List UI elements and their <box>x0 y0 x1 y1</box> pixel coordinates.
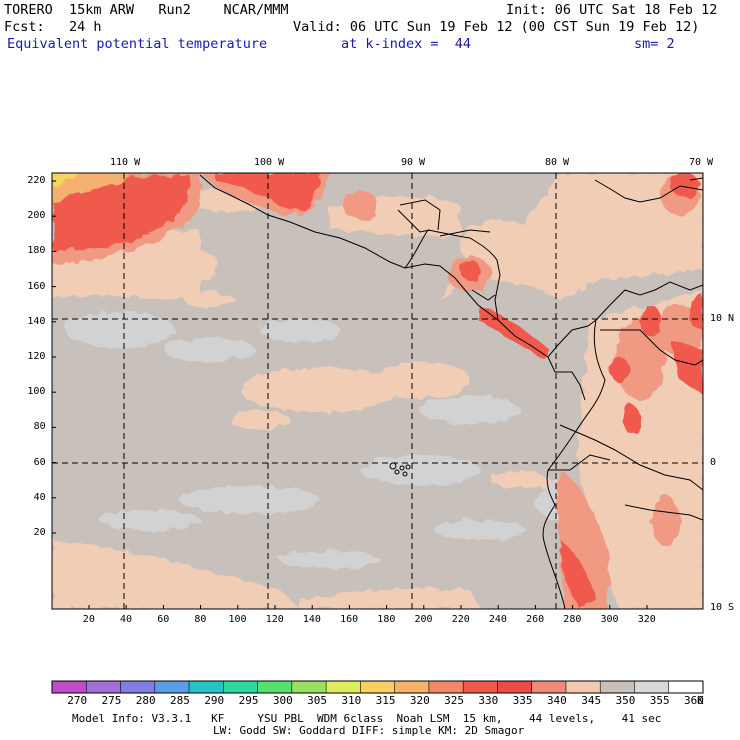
colorbar-label: 320 <box>409 694 430 707</box>
x-tick-label: 120 <box>265 614 284 625</box>
colorbar-label: 275 <box>101 694 122 707</box>
x-tick-label: 320 <box>637 614 656 625</box>
colorbar-swatch <box>600 681 635 693</box>
y-tick-label: 40 <box>33 491 46 503</box>
colorbar-swatch <box>497 681 533 693</box>
colorbar-swatch <box>120 681 156 693</box>
model-title: TORERO 15km ARW Run2 NCAR/MMM <box>4 2 289 18</box>
colorbar-swatch <box>668 681 704 693</box>
valid-time: Valid: 06 UTC Sun 19 Feb 12 (00 CST Sun … <box>293 19 700 35</box>
x-tick-label: 220 <box>451 614 470 625</box>
colorbar-swatch <box>531 681 567 693</box>
y-tick-label: 100 <box>27 386 46 398</box>
x-tick-label: 160 <box>340 614 359 625</box>
colorbar-label: 345 <box>581 694 602 707</box>
physics-info: LW: Godd SW: Goddard DIFF: simple KM: 2D… <box>213 724 525 737</box>
y-tick-label: 120 <box>27 350 46 362</box>
smoothing-info: sm= 2 <box>634 36 675 52</box>
colorbar-label: 305 <box>307 694 327 707</box>
colorbar-swatch <box>223 681 259 693</box>
lon-label-90w: 90 W <box>401 157 426 168</box>
x-tick-label: 280 <box>563 614 582 625</box>
colorbar-label: 330 <box>478 694 499 707</box>
y-tick-label: 200 <box>27 210 46 222</box>
x-tick-label: 60 <box>157 614 170 625</box>
pale-salmon-areas <box>52 173 703 609</box>
colorbar-swatch <box>428 681 464 693</box>
colorbar-label: 315 <box>375 694 396 707</box>
x-tick-label: 140 <box>302 614 321 625</box>
colorbar-label: 350 <box>615 694 636 707</box>
colorbar-swatch <box>189 681 224 693</box>
forecast-hour: Fcst: 24 h <box>4 19 102 35</box>
y-tick-label: 160 <box>27 280 46 292</box>
colorbar-swatch <box>394 681 430 693</box>
x-tick-label: 180 <box>377 614 396 625</box>
colorbar-swatch <box>565 681 601 693</box>
lat-label-0: 0 <box>710 457 717 468</box>
y-tick-label: 80 <box>33 421 46 433</box>
model-info: Model Info: V3.3.1 KF YSU PBL WDM 6class… <box>72 712 662 725</box>
colorbar-label: 360 <box>684 694 704 707</box>
x-tick-label: 260 <box>526 614 545 625</box>
colorbar-label: 310 <box>341 694 362 707</box>
x-tick-label: 100 <box>228 614 247 625</box>
colorbar-swatch <box>326 681 361 693</box>
orange-areas <box>52 173 130 203</box>
colorbar-label: 335 <box>512 694 533 707</box>
colorbar-swatch <box>634 681 670 693</box>
lat-label-10n: 10 N <box>710 313 735 324</box>
x-tick-label: 200 <box>414 614 433 625</box>
lon-label-80w: 80 W <box>545 157 570 168</box>
colorbar-unit: K <box>697 694 704 707</box>
lon-label-110w: 110 W <box>110 157 141 168</box>
colorbar-label: 295 <box>238 694 259 707</box>
colorbar-swatch <box>86 681 122 693</box>
colorbar-label: 270 <box>67 694 88 707</box>
lon-label-100w: 100 W <box>254 157 285 168</box>
colorbar-swatch <box>360 681 396 693</box>
colorbar-label: 280 <box>135 694 156 707</box>
colorbar-label: 340 <box>546 694 567 707</box>
grey-patches <box>65 312 668 569</box>
graticule <box>52 173 703 609</box>
colorbar-swatch <box>154 681 190 693</box>
x-tick-label: 20 <box>82 614 95 625</box>
colorbar-swatch <box>52 681 87 693</box>
colorbar-swatch <box>463 681 498 693</box>
colorbar-label: 300 <box>272 694 293 707</box>
y-tick-label: 220 <box>27 175 46 186</box>
colorbar-label: 355 <box>649 694 670 707</box>
colorbar <box>51 680 704 694</box>
y-tick-label: 20 <box>33 526 46 538</box>
x-tick-label: 40 <box>120 614 133 625</box>
axis-ticks <box>52 180 648 609</box>
x-tick-label: 80 <box>194 614 207 625</box>
coastlines <box>199 174 703 609</box>
map-frame <box>51 172 704 610</box>
yellow-areas <box>52 173 80 186</box>
colorbar-frame <box>51 680 704 694</box>
init-time: Init: 06 UTC Sat 18 Feb 12 <box>506 2 718 18</box>
y-tick-label: 180 <box>27 245 46 257</box>
lon-label-70w: 70 W <box>689 157 714 168</box>
lat-label-10s: 10 S <box>710 602 735 613</box>
x-tick-label: 240 <box>488 614 507 625</box>
colorbar-label: 325 <box>444 694 465 707</box>
colorbar-label: 285 <box>170 694 190 707</box>
field-name: Equivalent potential temperature <box>7 36 268 52</box>
level-info: at k-index = 44 <box>341 36 472 52</box>
x-tick-label: 300 <box>600 614 619 625</box>
colorbar-swatch <box>291 681 327 693</box>
colorbar-swatch <box>257 681 293 693</box>
y-tick-label: 60 <box>33 456 46 468</box>
colorbar-label: 290 <box>204 694 225 707</box>
theta-e-field <box>52 173 703 609</box>
y-tick-label: 140 <box>27 315 46 327</box>
